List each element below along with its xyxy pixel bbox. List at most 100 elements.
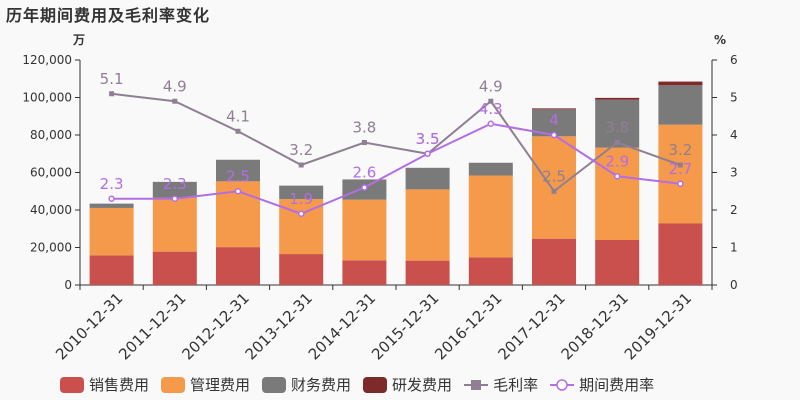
- bar-segment-series-0: [658, 223, 703, 285]
- legend-symbol-expense-ratio: [550, 378, 575, 391]
- x-tick-label: 2014-12-31: [305, 289, 379, 363]
- right-tick-label: 3: [730, 166, 738, 180]
- line-point-series-5: [361, 184, 368, 191]
- bar-segment-series-0: [216, 247, 260, 285]
- line-data-label-series-5: 2.6: [352, 164, 376, 182]
- bar-segment-series-2: [279, 185, 324, 200]
- bar-segment-series-1: [595, 147, 640, 240]
- line-data-label-series-4: 3.2: [668, 141, 692, 159]
- line-data-label-series-4: 2.5: [542, 167, 566, 185]
- line-data-label-series-4: 4.9: [479, 77, 503, 95]
- line-series-5: [111, 122, 681, 215]
- x-tick-label: 2015-12-31: [368, 289, 442, 363]
- bar-segment-series-1: [468, 175, 513, 258]
- legend-swatch-sales: [60, 376, 84, 393]
- bar-segment-series-1: [342, 199, 387, 261]
- right-tick-label: 0: [730, 278, 738, 292]
- left-tick-label: 100,000: [22, 91, 72, 105]
- left-tick-label: 40,000: [30, 203, 72, 217]
- bar-segment-series-0: [595, 240, 640, 285]
- x-tick-label: 2017-12-31: [494, 289, 568, 363]
- line-point-series-5: [677, 180, 684, 187]
- legend-symbol-gross-margin: [464, 379, 489, 390]
- legend-label-gross-margin: 毛利率: [493, 376, 539, 394]
- bar-segment-series-0: [468, 257, 513, 285]
- bar-segment-series-3: [595, 97, 640, 100]
- bar-segment-series-2: [216, 159, 260, 182]
- line-point-series-5: [613, 173, 621, 180]
- bar-segment-series-0: [279, 254, 324, 285]
- bar-segment-series-1: [89, 207, 134, 256]
- line-data-label-series-5: 2.5: [226, 167, 250, 185]
- legend-label-sales: 销售费用: [89, 376, 150, 394]
- legend-item-finance[interactable]: 财务费用: [262, 374, 351, 395]
- legend-label-expense-ratio: 期间费用率: [579, 376, 655, 394]
- line-series-4: [111, 92, 681, 193]
- line-data-label-series-5: 1.9: [289, 190, 313, 208]
- left-tick-label: 20,000: [30, 241, 72, 255]
- line-point-series-4: [551, 188, 557, 194]
- line-data-label-series-4: 3.8: [605, 119, 629, 137]
- legend-swatch-admin: [161, 376, 186, 393]
- left-tick-label: 60,000: [30, 166, 72, 180]
- bar-segment-series-2: [658, 85, 703, 125]
- line-data-label-series-4: 4.1: [226, 107, 250, 125]
- line-data-label-series-5: 4.3: [479, 100, 503, 118]
- legend-swatch-finance: [262, 376, 287, 393]
- legend-item-rnd[interactable]: 研发费用: [363, 374, 452, 395]
- line-point-series-4: [361, 140, 367, 145]
- line-data-label-series-4: 3.2: [289, 141, 313, 159]
- left-tick-label: 120,000: [22, 53, 72, 67]
- legend-label-admin: 管理费用: [190, 376, 251, 394]
- line-point-series-4: [298, 162, 304, 168]
- x-tick-label: 2012-12-31: [178, 289, 252, 363]
- line-point-series-4: [109, 91, 115, 97]
- bar-segment-series-1: [532, 136, 576, 239]
- legend-item-sales[interactable]: 销售费用: [60, 374, 149, 395]
- line-point-series-4: [235, 128, 241, 134]
- legend-item-admin[interactable]: 管理费用: [161, 374, 250, 395]
- right-tick-label: 4: [730, 128, 738, 142]
- right-tick-label: 1: [730, 241, 738, 255]
- right-tick-label: 2: [730, 203, 738, 217]
- line-point-series-4: [172, 98, 178, 104]
- legend-label-rnd: 研发费用: [392, 376, 453, 394]
- left-tick-label: 0: [64, 278, 72, 292]
- line-point-series-5: [297, 210, 305, 217]
- bar-segment-series-2: [468, 162, 513, 176]
- left-axis-unit: 万: [72, 33, 85, 47]
- line-point-series-4: [614, 140, 620, 145]
- bar-segment-series-1: [152, 197, 197, 252]
- legend-item-expense-ratio[interactable]: 期间费用率: [550, 374, 654, 395]
- bar-segment-series-0: [405, 260, 450, 285]
- x-tick-label: 2013-12-31: [242, 289, 316, 363]
- bar-segment-series-0: [152, 251, 197, 285]
- line-data-label-series-5: 2.9: [605, 152, 629, 170]
- bar-segment-series-1: [658, 124, 703, 224]
- x-tick-label: 2016-12-31: [431, 289, 505, 363]
- line-point-series-4: [677, 162, 683, 168]
- legend-item-gross-margin[interactable]: 毛利率: [464, 374, 538, 395]
- line-data-label-series-5: 2.3: [163, 175, 187, 193]
- x-tick-label: 2011-12-31: [115, 289, 189, 363]
- line-data-label-series-5: 2.7: [668, 160, 692, 178]
- right-axis-unit: %: [714, 33, 726, 47]
- left-tick-label: 80,000: [30, 128, 72, 142]
- bar-segment-series-0: [342, 260, 387, 285]
- bar-segment-series-3: [532, 108, 576, 110]
- line-data-label-series-5: 3.5: [416, 130, 440, 148]
- right-tick-label: 5: [730, 91, 738, 105]
- chart-title: 历年期间费用及毛利率变化: [6, 6, 211, 25]
- legend-swatch-rnd: [363, 376, 388, 393]
- bar-segment-series-0: [89, 255, 134, 285]
- right-tick-label: 6: [730, 53, 738, 67]
- bar-segment-series-2: [595, 99, 640, 148]
- line-data-label-series-4: 4.9: [163, 77, 187, 95]
- x-tick-label: 2019-12-31: [621, 289, 695, 363]
- line-point-series-5: [108, 195, 115, 202]
- line-data-label-series-4: 3.8: [352, 119, 376, 137]
- line-point-series-5: [171, 195, 179, 202]
- line-data-label-series-4: 5.1: [100, 70, 124, 88]
- bar-segment-series-0: [532, 238, 576, 285]
- line-point-series-5: [424, 150, 431, 157]
